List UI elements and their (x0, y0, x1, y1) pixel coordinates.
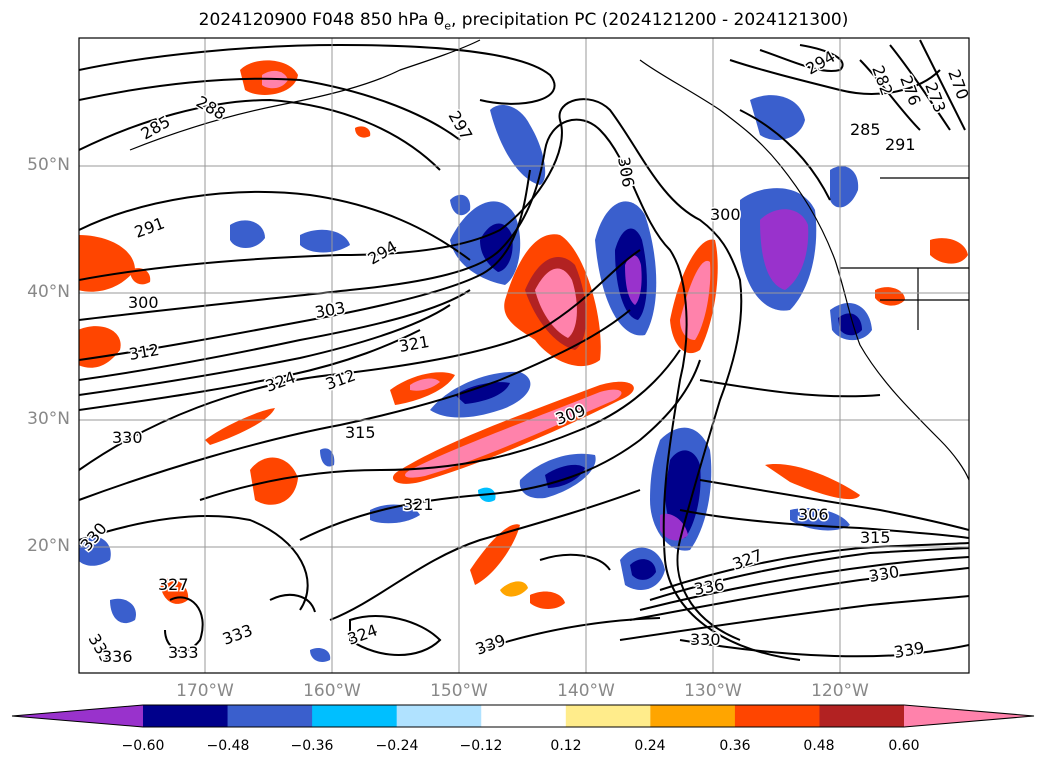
contour-label: 285 (850, 120, 881, 139)
colorbar-tick: 0.60 (888, 738, 920, 754)
colorbar (11, 704, 1035, 728)
lon-label: 150°W (430, 681, 488, 701)
colorbar-segment (312, 705, 398, 727)
colorbar-tick: 0.24 (634, 738, 666, 754)
contour-label: 330 (690, 630, 721, 649)
colorbar-tick: 0.36 (719, 738, 751, 754)
lon-label: 170°W (176, 681, 234, 701)
lat-label: 20°N (27, 536, 70, 556)
colorbar-segment (396, 705, 482, 727)
colorbar-segment (565, 705, 651, 727)
colorbar-tick: −0.24 (375, 738, 419, 754)
lon-label: 140°W (557, 681, 615, 701)
graticule (79, 38, 969, 673)
colorbar-tick: 0.48 (803, 738, 835, 754)
colorbar-extend-max (904, 705, 1034, 727)
colorbar-extend-min (12, 705, 143, 727)
colorbar-segment (650, 705, 736, 727)
colorbar-segment (227, 705, 313, 727)
contour-label: 315 (860, 528, 891, 547)
colorbar-segment (819, 705, 905, 727)
lat-label: 40°N (27, 282, 70, 302)
contour-label: 315 (345, 423, 376, 442)
colorbar-segment (143, 705, 229, 727)
colorbar-tick: −0.12 (459, 738, 503, 754)
contour-label: 321 (403, 495, 434, 514)
colorbar-segment (734, 705, 820, 727)
contour-label: 300 (128, 293, 159, 312)
contour-label: 300 (710, 205, 741, 224)
colorbar-segment (481, 705, 567, 727)
map-frame (78, 37, 970, 674)
map-title: 2024120900 F048 850 hPa θe, precipitatio… (198, 10, 849, 33)
colorbar-tick: −0.36 (290, 738, 334, 754)
contour-label: 336 (102, 647, 133, 666)
lon-label: 120°W (811, 681, 869, 701)
lat-label: 30°N (27, 409, 70, 429)
lon-label: 130°W (684, 681, 742, 701)
lon-label: 160°W (303, 681, 361, 701)
contour-label: 333 (168, 643, 199, 662)
colorbar-tick: −0.48 (206, 738, 250, 754)
colorbar-tick: −0.60 (121, 738, 165, 754)
lat-label: 50°N (27, 155, 70, 175)
contour-label: 306 (798, 505, 829, 524)
contour-label: 330 (112, 428, 143, 447)
colorbar-tick: 0.12 (550, 738, 582, 754)
contour-label: 327 (158, 575, 189, 594)
contour-label: 291 (885, 135, 916, 154)
